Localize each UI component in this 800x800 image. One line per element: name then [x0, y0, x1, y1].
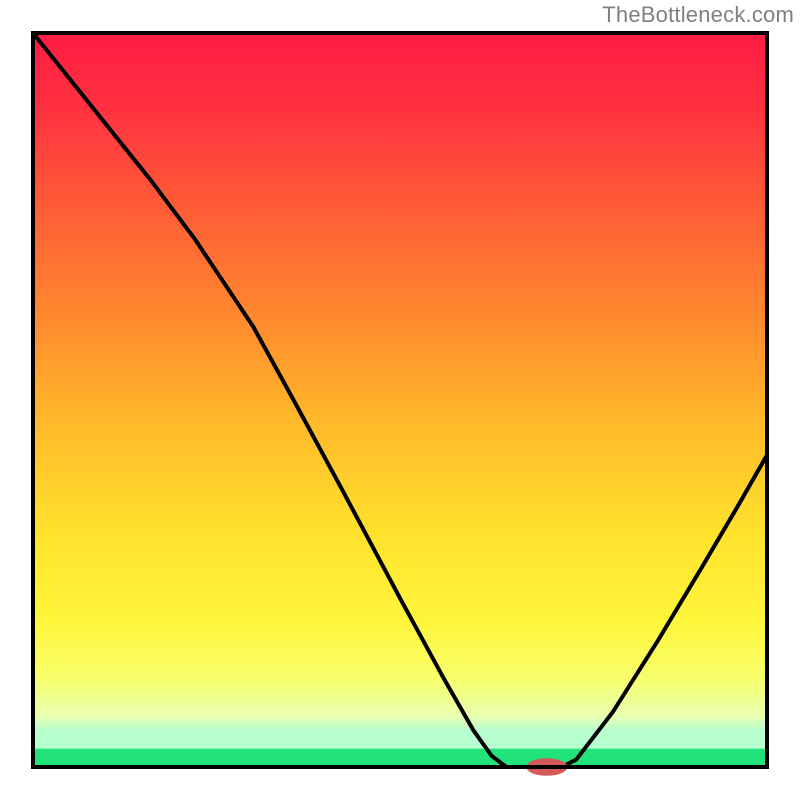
- chart-container: TheBottleneck.com: [0, 0, 800, 800]
- watermark-text: TheBottleneck.com: [602, 2, 794, 28]
- chart-background-band: [33, 749, 767, 767]
- chart-svg: [0, 0, 800, 800]
